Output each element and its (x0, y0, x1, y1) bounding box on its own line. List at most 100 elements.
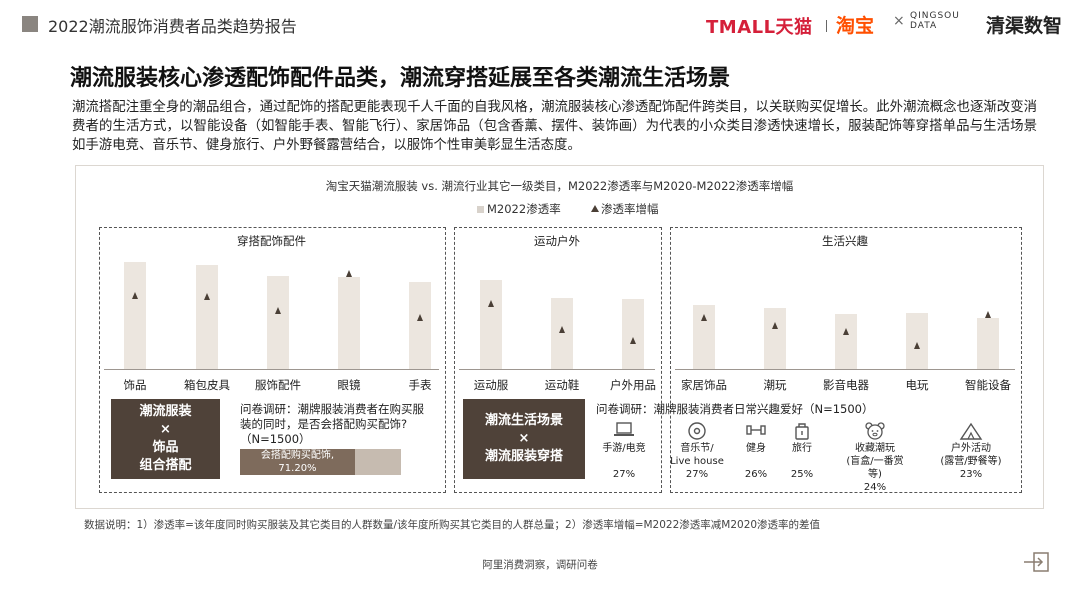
accessory-progress-label: 会搭配购买配饰, (260, 450, 335, 461)
lifestyle-scene-box-line3: 潮流服装穿搭 (484, 449, 563, 464)
bar-9 (764, 308, 786, 369)
bar-11 (906, 313, 928, 369)
laptop-icon (591, 421, 657, 441)
category-label-4: 手表 (408, 378, 432, 392)
category-label-0: 饰品 (123, 378, 147, 392)
lifestyle-scene-box-line1: 潮流生活场景 (484, 413, 563, 428)
fashion-accessory-box: 潮流服装 × 饰品 组合搭配 (111, 399, 220, 479)
interest-label2-outdoor: (露营/野餐等) (940, 456, 1002, 467)
legend-bar-swatch (477, 206, 484, 213)
category-label-7: 户外用品 (610, 378, 656, 392)
bar-12 (977, 317, 999, 369)
page-headline: 潮流服装核心渗透配饰配件品类，潮流穿搭延展至各类潮流生活场景 (70, 66, 731, 91)
accessory-survey-line2: 装的同时，是否会搭配购买配饰? (240, 417, 408, 431)
interest-item-outdoor: 户外活动 (露营/野餐等) 23% (938, 421, 1004, 481)
category-label-3: 眼镜 (337, 378, 361, 392)
interest-label2-music: Live house (670, 456, 724, 467)
qingshu-logo-en-line2: DATA (910, 21, 938, 31)
group-title-sports: 运动户外 (534, 234, 580, 248)
group-box-lifestyle (670, 227, 1022, 493)
header-square-icon (22, 16, 38, 32)
category-label-6: 运动鞋 (544, 378, 580, 392)
category-label-8: 家居饰品 (681, 378, 727, 392)
bear-toy-icon (842, 421, 908, 441)
legend-marker-icon (591, 205, 599, 212)
group-title-accessories: 穿搭配饰配件 (237, 234, 306, 248)
accessory-progress-value: 71.20% (278, 463, 317, 474)
category-label-2: 服饰配件 (255, 378, 301, 392)
intro-paragraph: 潮流搭配注重全身的潮品组合，通过配饰的搭配更能表现千人千面的自我风格，潮流服装核… (72, 100, 1037, 153)
interest-value-outdoor: 23% (959, 469, 983, 480)
interest-value-fitness: 26% (744, 469, 768, 480)
tent-icon (938, 421, 1004, 441)
bar-7 (622, 299, 644, 369)
lifestyle-scene-box-line2: × (518, 431, 530, 446)
suitcase-icon (769, 421, 835, 441)
marker-12 (984, 310, 991, 318)
marker-6 (558, 326, 565, 334)
interest-label-fitness: 健身 (746, 443, 766, 454)
dumbbell-icon (723, 421, 789, 441)
source-footer: 阿里消费洞察，调研问卷 (482, 559, 598, 571)
bar-8 (693, 304, 715, 369)
marker-7 (629, 336, 636, 344)
group-title-lifestyle: 生活兴趣 (822, 234, 868, 248)
fashion-accessory-box-line2: × (160, 422, 171, 437)
group-box-accessories (99, 227, 446, 493)
data-note: 数据说明：1）渗透率=该年度同时购买服装及其它类目的人群数量/该年度所购买其它类… (84, 519, 821, 531)
taobao-logo: 淘宝 (836, 15, 875, 37)
category-label-5: 运动服 (473, 378, 509, 392)
bar-10 (835, 314, 857, 369)
tmall-logo: TMALL天猫 (706, 17, 813, 38)
accessory-survey-line1: 问卷调研：潮牌服装消费者在购买服 (240, 402, 424, 416)
accessory-survey-line3: （N=1500） (240, 432, 311, 446)
bar-2 (267, 275, 289, 369)
interest-item-collect: 收藏潮玩 (盲盒/一番赏等) 24% (842, 421, 908, 494)
interest-label-outdoor: 户外活动 (951, 443, 991, 454)
qingshu-logo-cn: 清渠数智 (986, 15, 1063, 37)
bar-6 (551, 298, 573, 369)
qingshu-logo-en: QINGSOU DATA (910, 11, 960, 31)
marker-5 (487, 299, 494, 307)
fashion-accessory-box-line4: 组合搭配 (139, 458, 192, 473)
marker-2 (274, 306, 281, 314)
logo-divider (826, 20, 827, 32)
accessory-progress-fill: 会搭配购买配饰, 71.20% (240, 449, 355, 475)
music-disc-icon (664, 421, 730, 441)
baseline-lifestyle (675, 369, 1015, 370)
interest-item-music: 音乐节/ Live house 27% (664, 421, 730, 481)
interest-item-travel: 旅行 25% (769, 421, 835, 481)
interest-label-collect: 收藏潮玩 (855, 443, 895, 454)
bar-1 (196, 265, 218, 369)
interest-label2-collect: (盲盒/一番赏等) (846, 456, 904, 480)
marker-4 (416, 314, 423, 322)
exit-icon[interactable] (1022, 551, 1052, 573)
baseline-sports (459, 369, 655, 370)
bar-5 (480, 280, 502, 369)
bar-0 (124, 262, 146, 369)
legend-marker-label: 渗透率增幅 (601, 202, 659, 216)
marker-11 (913, 341, 920, 349)
lifestyle-scene-box: 潮流生活场景 × 潮流服装穿搭 (463, 399, 585, 479)
marker-3 (345, 270, 352, 278)
interest-label-gaming: 手游/电竞 (602, 443, 646, 454)
marker-1 (203, 293, 210, 301)
interest-value-travel: 25% (790, 469, 814, 480)
interest-item-gaming: 手游/电竞 27% (591, 421, 657, 481)
marker-10 (842, 327, 849, 335)
logo-times: × (893, 13, 905, 29)
interest-value-music: 27% (685, 469, 709, 480)
bar-4 (409, 282, 431, 369)
marker-9 (771, 322, 778, 330)
report-title: 2022潮流服饰消费者品类趋势报告 (48, 17, 297, 36)
category-label-9: 潮玩 (763, 378, 787, 392)
category-label-1: 箱包皮具 (184, 378, 230, 392)
accessory-survey-text: 问卷调研：潮牌服装消费者在购买服 装的同时，是否会搭配购买配饰? （N=1500… (240, 402, 424, 447)
chart-title: 淘宝天猫潮流服装 vs. 潮流行业其它一级类目，M2022渗透率与M2020-M… (325, 179, 794, 193)
interest-item-fitness: 健身 26% (723, 421, 789, 481)
interest-value-gaming: 27% (612, 469, 636, 480)
category-label-11: 电玩 (905, 378, 929, 392)
interest-survey-title: 问卷调研：潮牌服装消费者日常兴趣爱好（N=1500） (596, 402, 874, 416)
interest-label-music: 音乐节/ (680, 443, 714, 454)
bar-3 (338, 276, 360, 369)
